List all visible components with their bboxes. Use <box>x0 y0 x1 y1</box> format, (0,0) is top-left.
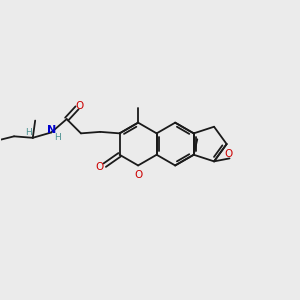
Text: O: O <box>134 170 142 180</box>
Text: O: O <box>224 148 232 158</box>
Text: H: H <box>54 133 61 142</box>
Text: O: O <box>75 101 84 111</box>
Text: N: N <box>47 125 57 135</box>
Text: H: H <box>25 128 32 137</box>
Text: O: O <box>95 162 104 172</box>
